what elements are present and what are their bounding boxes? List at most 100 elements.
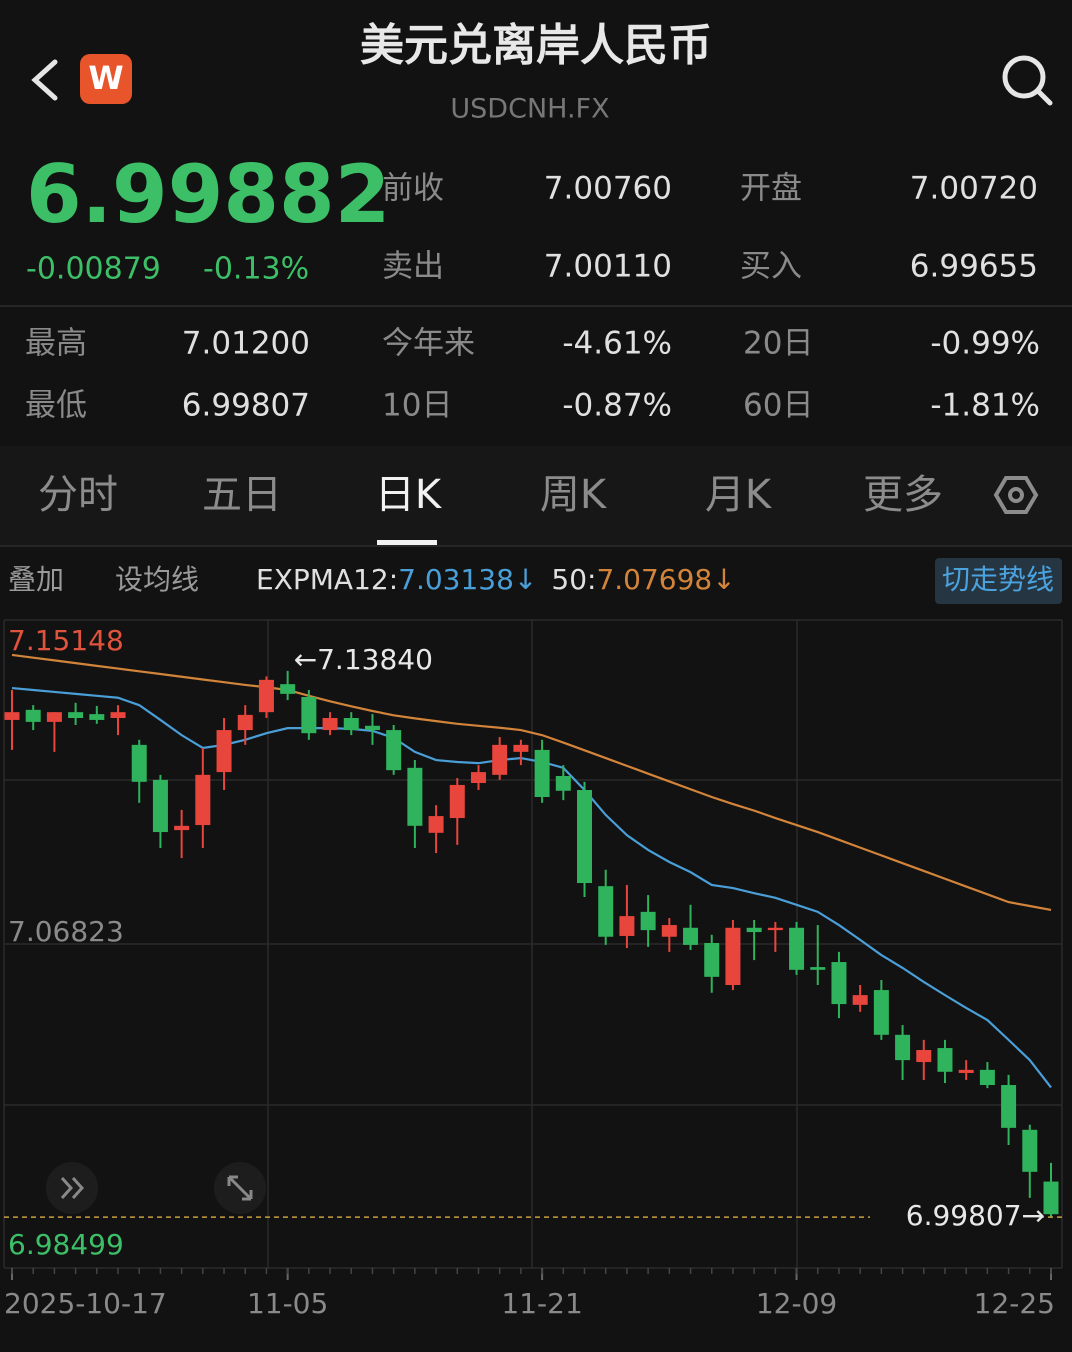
candle-body	[746, 927, 762, 933]
candle-body	[661, 925, 677, 937]
overlay-button[interactable]: 叠加	[8, 563, 64, 596]
ma-line	[11, 653, 1052, 912]
stat-value: -0.99%	[930, 326, 1040, 362]
tab[interactable]: 分时	[38, 472, 118, 518]
candle-body	[916, 1050, 932, 1063]
candle-body	[131, 744, 147, 782]
logo-letter: W	[88, 59, 123, 97]
candle-body	[25, 709, 41, 722]
candle-body	[1022, 1129, 1038, 1172]
candle-body	[386, 730, 402, 771]
candle-body	[407, 767, 423, 826]
tab[interactable]: 月K	[705, 472, 773, 518]
candle-body	[640, 911, 656, 931]
tab-selected[interactable]: 日K	[375, 472, 443, 518]
candle-body	[4, 712, 20, 720]
y-tick-label: 7.06823	[8, 915, 124, 948]
indicator-readout: EXPMA12:7.03138↓ 50:7.07698↓	[256, 563, 736, 596]
chart: 7.15148 7.06823 6.98499 2025-10-17 11-05 11-2…	[3, 619, 1063, 1320]
candle-body	[449, 784, 465, 819]
price: 6.99882	[26, 148, 390, 241]
candle-body	[364, 725, 380, 731]
x-tick-label: 12-09	[756, 1287, 837, 1320]
switch-label: 切走势线	[942, 563, 1054, 596]
app-logo[interactable]	[80, 54, 132, 104]
search-handle	[1035, 88, 1053, 106]
candle-body	[216, 730, 232, 773]
stat-label: 10日	[382, 388, 452, 424]
candle-body	[513, 744, 529, 752]
tab[interactable]: 五日	[202, 472, 282, 518]
x-tick-label: 11-05	[247, 1287, 328, 1320]
candle-body	[958, 1069, 974, 1073]
candle-body	[725, 927, 741, 986]
candle-body	[937, 1048, 953, 1072]
indicator-name: EXPMA12:	[256, 563, 398, 596]
fullscreen-button[interactable]	[214, 1162, 266, 1214]
candle-body	[831, 962, 847, 1005]
candle-body	[152, 779, 168, 833]
candle-body	[428, 816, 444, 833]
y-tick-label: 6.98499	[8, 1228, 124, 1261]
candle-body	[237, 714, 253, 731]
candle-body	[789, 927, 805, 970]
candle-body	[470, 772, 486, 784]
set-ma-button[interactable]: 设均线	[115, 563, 199, 596]
low-label-bg	[870, 1201, 1040, 1234]
candle-body	[110, 712, 126, 719]
stat-label: 前收	[382, 171, 444, 207]
candle-body	[873, 990, 889, 1035]
candle-body	[89, 714, 105, 720]
stat-value: 7.00760	[544, 171, 672, 207]
search-circle	[1002, 55, 1046, 99]
stat-label: 60日	[743, 388, 813, 424]
y-tick-label: 7.15148	[8, 624, 124, 657]
x-tick-label: 12-25	[974, 1287, 1055, 1320]
candle-body	[683, 927, 699, 945]
stat-value: 7.01200	[182, 326, 310, 362]
settings-button[interactable]	[993, 476, 1039, 514]
switch-button[interactable]	[935, 558, 1062, 604]
indicator-value: 7.07698↓	[596, 563, 735, 596]
candle-body	[852, 995, 868, 1005]
candle-body	[577, 790, 593, 884]
change-pct: -0.13%	[203, 252, 309, 287]
candle-body	[46, 712, 62, 722]
stat-label: 开盘	[740, 171, 802, 207]
subtitle: USDCNH.FX	[450, 94, 609, 125]
title: 美元兑离岸人民币	[360, 20, 712, 71]
candle-body	[555, 775, 571, 791]
candle-body	[322, 718, 338, 731]
x-tick-label: 11-21	[501, 1287, 582, 1320]
stat-value: -0.87%	[562, 388, 672, 424]
stat-value: 7.00720	[910, 171, 1038, 207]
candle-body	[704, 942, 720, 977]
stat-label: 最低	[25, 388, 87, 424]
candle-body	[174, 825, 190, 831]
stat-label: 卖出	[382, 249, 444, 285]
candle-body	[280, 684, 296, 694]
stat-value: -4.61%	[562, 326, 672, 362]
candle-body	[68, 712, 84, 719]
indicator-name: 50:	[551, 563, 596, 596]
tab[interactable]: 周K	[540, 472, 608, 518]
stat-label: 买入	[740, 249, 802, 285]
back-button[interactable]	[31, 59, 58, 101]
candle-body	[895, 1034, 911, 1061]
candle-body	[195, 774, 211, 826]
stat-value: 7.00110	[544, 249, 672, 285]
collapse-button[interactable]	[46, 1162, 98, 1214]
tab-indicator	[377, 540, 437, 545]
search-button[interactable]	[1002, 55, 1053, 106]
settings-hex	[993, 476, 1039, 514]
high-annotation: ←7.13840	[294, 643, 433, 676]
indicator-value: 7.03138↓	[398, 563, 537, 596]
stat-value: 6.99807	[182, 388, 310, 424]
candle-body	[810, 967, 826, 970]
tab[interactable]: 更多	[863, 472, 943, 518]
change: -0.00879	[26, 252, 161, 287]
candle-body	[1043, 1181, 1059, 1215]
ma-line	[11, 686, 1052, 1089]
low-annotation: 6.99807→	[906, 1199, 1045, 1232]
x-tick-label: 2025-10-17	[4, 1287, 167, 1320]
